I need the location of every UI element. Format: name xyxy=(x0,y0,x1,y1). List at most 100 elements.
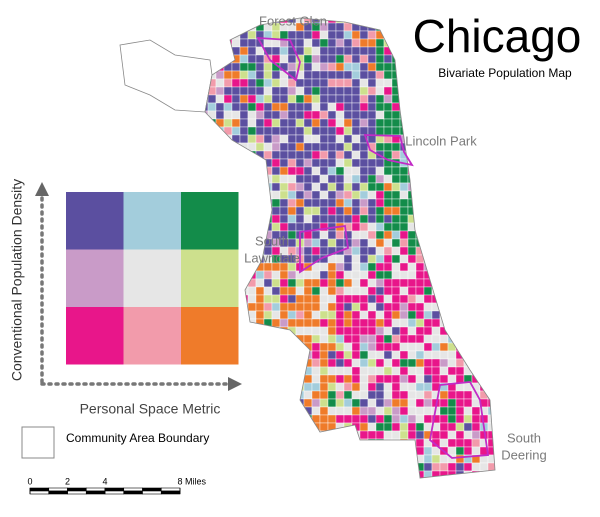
mosaic-cell xyxy=(239,230,249,240)
mosaic-cell xyxy=(463,350,473,360)
mosaic-cell xyxy=(311,398,321,408)
mosaic-cell xyxy=(359,174,369,184)
mosaic-cell xyxy=(343,454,353,464)
mosaic-cell xyxy=(279,182,289,192)
mosaic-cell xyxy=(407,318,417,328)
mosaic-cell xyxy=(335,430,345,440)
mosaic-cell xyxy=(343,390,353,400)
mosaic-cell xyxy=(207,62,217,72)
mosaic-cell xyxy=(311,318,321,328)
mosaic-cell xyxy=(383,366,393,376)
mosaic-cell xyxy=(447,254,457,264)
mosaic-cell xyxy=(247,198,257,208)
mosaic-cell xyxy=(359,254,369,264)
mosaic-cell xyxy=(455,374,465,384)
mosaic-cell xyxy=(335,230,345,240)
mosaic-cell xyxy=(295,86,305,96)
mosaic-cell xyxy=(375,358,385,368)
mosaic-cell xyxy=(368,479,376,487)
mosaic-cell xyxy=(439,118,449,128)
mosaic-cell xyxy=(400,479,408,487)
mosaic-cell xyxy=(479,206,489,216)
place-labels: Forest Glen Lincoln Park South Lawndale … xyxy=(244,13,547,462)
mosaic-cell xyxy=(487,294,495,304)
mosaic-cell xyxy=(319,446,329,456)
mosaic-cell xyxy=(287,438,297,448)
mosaic-cell xyxy=(239,182,249,192)
mosaic-cell xyxy=(431,462,441,472)
mosaic-cell xyxy=(223,422,233,432)
mosaic-cell xyxy=(207,366,217,376)
mosaic-cell xyxy=(375,70,385,80)
mosaic-cell xyxy=(319,350,329,360)
mosaic-cell xyxy=(391,238,401,248)
mosaic-cell xyxy=(279,406,289,416)
mosaic-cell xyxy=(303,278,313,288)
mosaic-cell xyxy=(247,286,257,296)
mosaic-cell xyxy=(295,438,305,448)
scale-segment xyxy=(85,490,106,495)
mosaic-cell xyxy=(487,190,495,200)
mosaic-cell xyxy=(487,286,495,296)
mosaic-cell xyxy=(423,310,433,320)
mosaic-cell xyxy=(215,174,225,184)
mosaic-cell xyxy=(247,470,257,478)
mosaic-cell xyxy=(415,182,425,192)
mosaic-cell xyxy=(279,30,289,40)
mosaic-cell xyxy=(247,326,257,336)
mosaic-cell xyxy=(407,374,417,384)
mosaic-cell xyxy=(263,150,273,160)
mosaic-cell xyxy=(295,470,305,478)
mosaic-cell xyxy=(496,463,504,471)
mosaic-cell xyxy=(471,190,481,200)
mosaic-cell xyxy=(391,86,401,96)
mosaic-cell xyxy=(431,470,441,478)
mosaic-cell xyxy=(496,103,504,111)
mosaic-cell xyxy=(407,70,417,80)
mosaic-cell xyxy=(415,94,425,104)
mosaic-cell xyxy=(479,198,489,208)
mosaic-cell xyxy=(487,382,495,392)
scale-segment xyxy=(160,487,181,492)
mosaic-cell xyxy=(263,366,273,376)
mosaic-cell xyxy=(455,318,465,328)
mosaic-cell xyxy=(351,334,361,344)
mosaic-cell xyxy=(407,294,417,304)
mosaic-cell xyxy=(383,142,393,152)
mosaic-cell xyxy=(279,174,289,184)
mosaic-cell xyxy=(391,422,401,432)
mosaic-cell xyxy=(319,390,329,400)
bivariate-legend: Conventional Population Density Personal… xyxy=(9,179,242,417)
mosaic-cell xyxy=(343,414,353,424)
mosaic-cell xyxy=(279,270,289,280)
mosaic-cell xyxy=(447,422,457,432)
mosaic-cell xyxy=(431,86,441,96)
mosaic-cell xyxy=(383,22,393,32)
mosaic-cell xyxy=(271,94,281,104)
mosaic-cell xyxy=(479,350,489,360)
mosaic-cell xyxy=(303,294,313,304)
mosaic-cell xyxy=(383,246,393,256)
mosaic-cell xyxy=(205,126,209,136)
mosaic-cell xyxy=(205,462,209,472)
mosaic-cell xyxy=(352,479,360,487)
mosaic-cell xyxy=(375,326,385,336)
mosaic-cell xyxy=(311,374,321,384)
mosaic-cell xyxy=(215,470,225,478)
mosaic-cell xyxy=(319,422,329,432)
mosaic-cell xyxy=(255,406,265,416)
mosaic-cell xyxy=(343,214,353,224)
mosaic-cell xyxy=(407,310,417,320)
mosaic-cell xyxy=(431,246,441,256)
mosaic-cell xyxy=(447,358,457,368)
mosaic-cell xyxy=(239,278,249,288)
mosaic-cell xyxy=(399,30,409,40)
mosaic-cell xyxy=(343,94,353,104)
mosaic-cell xyxy=(247,350,257,360)
mosaic-cell xyxy=(455,102,465,112)
mosaic-cell xyxy=(335,350,345,360)
mosaic-cell xyxy=(375,142,385,152)
mosaic-cell xyxy=(423,318,433,328)
mosaic-cell xyxy=(319,278,329,288)
mosaic-cell xyxy=(311,326,321,336)
